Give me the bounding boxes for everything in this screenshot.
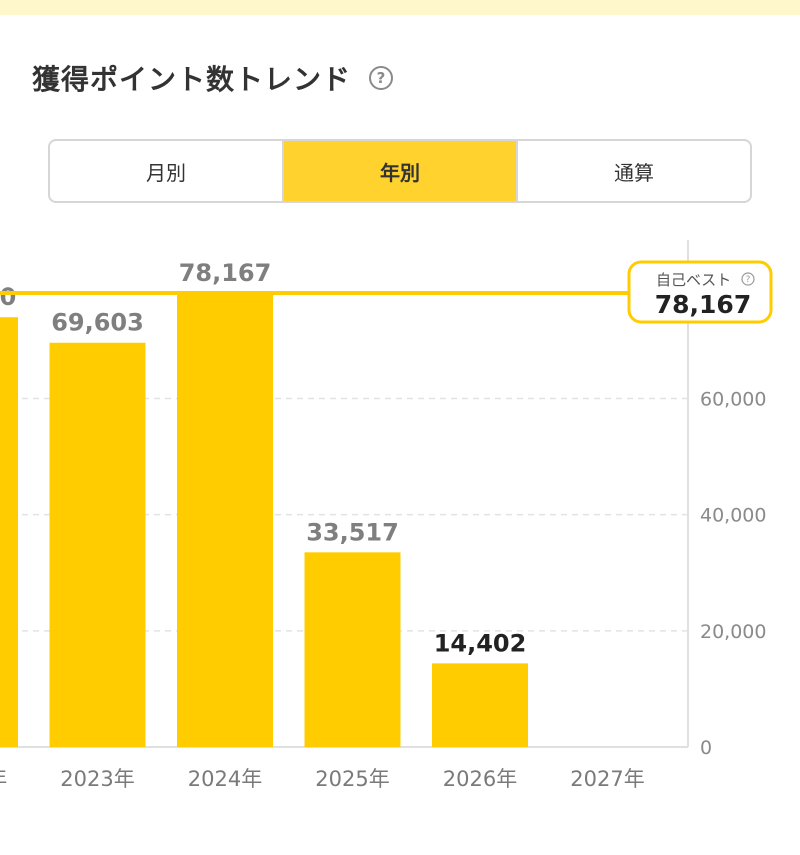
y-tick-label: 40,000 bbox=[700, 505, 766, 527]
x-tick-label: 2025年 bbox=[315, 767, 389, 791]
page-title: 獲得ポイント数トレンド bbox=[32, 63, 352, 96]
x-tick-label: 2023年 bbox=[60, 767, 134, 791]
y-tick-label: 60,000 bbox=[700, 389, 766, 411]
tab-total[interactable]: 通算 bbox=[516, 141, 750, 201]
x-tick-label: 2026年 bbox=[443, 767, 517, 791]
bar bbox=[49, 342, 146, 747]
x-tick-label: 2022年 bbox=[0, 767, 7, 791]
bar bbox=[177, 293, 273, 747]
bar bbox=[0, 317, 18, 747]
y-tick-label: 20,000 bbox=[700, 621, 766, 643]
data-label: 69,603 bbox=[51, 309, 144, 337]
data-label: 0 bbox=[0, 283, 16, 311]
bar bbox=[432, 663, 528, 747]
period-tabs: 月別 年別 通算 bbox=[48, 139, 752, 203]
personal-best-badge bbox=[627, 260, 773, 324]
tab-monthly[interactable]: 月別 bbox=[146, 160, 186, 185]
bar bbox=[304, 552, 401, 747]
tab-yearly[interactable]: 年別 bbox=[282, 141, 516, 201]
x-tick-label: 2027年 bbox=[570, 767, 644, 791]
data-label: 14,402 bbox=[434, 629, 527, 657]
question-circle-icon[interactable]: ? bbox=[369, 66, 394, 90]
personal-best-value: 78,167 bbox=[655, 290, 751, 319]
question-circle-icon bbox=[741, 272, 755, 286]
top-banner-strip bbox=[0, 0, 800, 15]
yearly-points-bar-chart: 0 20,000 40,000 60,000 0 2022年 69,603 2023年 78,1… bbox=[0, 240, 773, 791]
y-tick-label: 0 bbox=[700, 737, 712, 759]
data-label: 33,517 bbox=[306, 518, 399, 546]
question-mark-glyph: ? bbox=[746, 275, 751, 285]
data-label: 78,167 bbox=[179, 259, 272, 287]
section-header: 獲得ポイント数トレンド ? bbox=[32, 56, 394, 100]
personal-best-caption: 自己ベスト bbox=[656, 271, 731, 289]
x-tick-label: 2024年 bbox=[188, 767, 262, 791]
